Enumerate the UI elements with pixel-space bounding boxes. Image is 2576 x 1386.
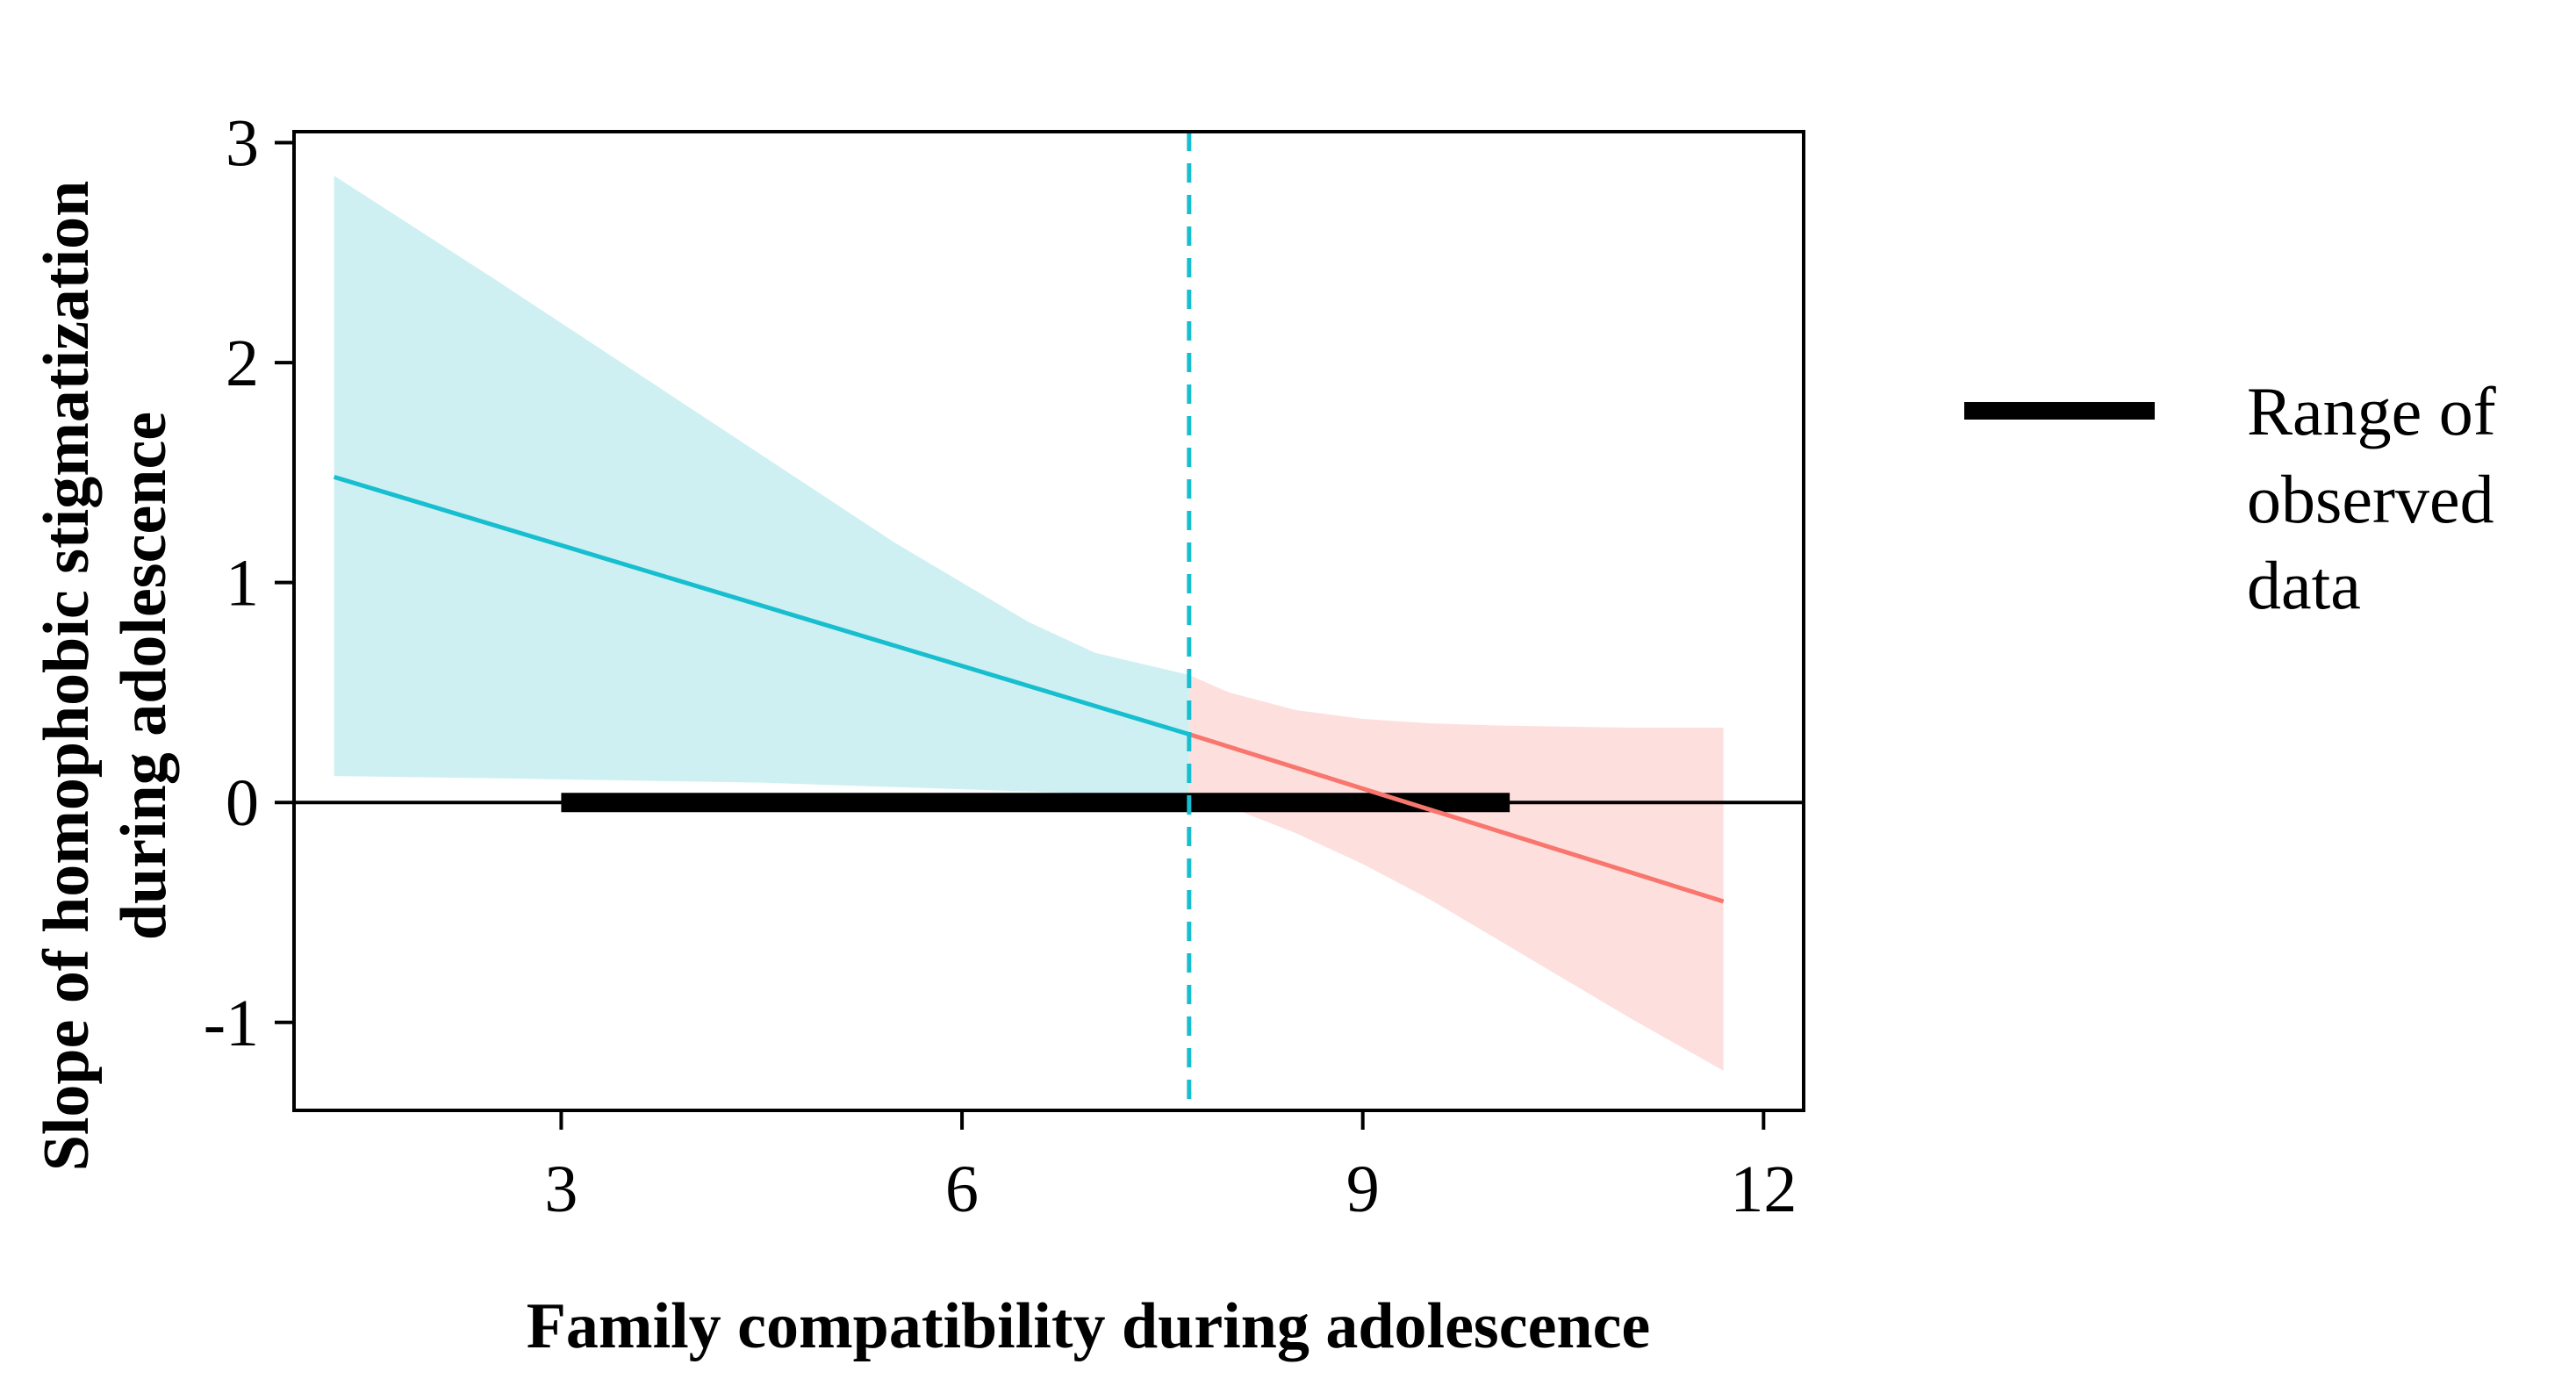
y-tick-label-1: 1	[226, 547, 259, 621]
x-axis-title: Family compatibility during adolescence	[527, 1290, 1651, 1362]
y-axis-ticks: 3 2 1 0 -1	[204, 107, 294, 1060]
y-axis-title-line-1: Slope of homophobic stigmatization	[31, 181, 103, 1172]
confidence-band-2	[1188, 674, 1724, 1071]
x-tick-label-12: 12	[1730, 1153, 1797, 1226]
y-tick-label-2: 2	[226, 327, 259, 400]
slope-lines	[294, 132, 1804, 1110]
confidence-bands	[334, 176, 1724, 1071]
legend-label-line-2: observed	[2247, 461, 2494, 537]
y-axis-title-line-2: during adolescence	[108, 412, 180, 940]
x-tick-label-6: 6	[945, 1153, 979, 1226]
legend-label-line-3: data	[2247, 547, 2361, 623]
slope-line-2	[1188, 732, 1725, 904]
slope-line-1	[333, 474, 1190, 736]
legend-label-line-1: Range of	[2247, 373, 2496, 449]
x-tick-label-9: 9	[1346, 1153, 1380, 1226]
x-axis-ticks: 3 6 9 12	[544, 1110, 1797, 1226]
plot-border	[292, 130, 1805, 1112]
confidence-band-1	[334, 176, 1189, 796]
x-tick-label-3: 3	[544, 1153, 578, 1226]
plot-frame	[292, 130, 1805, 1112]
y-tick-label-0: 0	[226, 766, 259, 840]
y-tick-label-3: 3	[226, 107, 259, 181]
y-tick-label--1: -1	[204, 987, 259, 1060]
legend: Range of observed data	[1964, 373, 2496, 623]
